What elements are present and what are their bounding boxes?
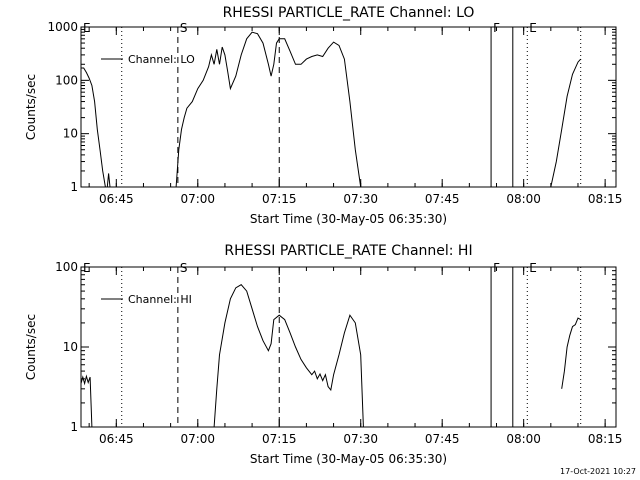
x-axis-label: Start Time (30-May-05 06:35:30) <box>250 452 447 466</box>
event-marker-label: S <box>180 261 188 275</box>
plot-frame <box>80 266 617 428</box>
y-tick-label: 100 <box>55 260 78 274</box>
timestamp: 17-Oct-2021 10:27 <box>560 467 636 476</box>
series-line <box>561 317 581 389</box>
event-marker-label: F <box>493 21 500 35</box>
y-tick-label: 10 <box>63 127 78 141</box>
x-tick-label: 06:45 <box>99 432 134 446</box>
x-tick-label: 07:15 <box>262 192 297 206</box>
chart-title: RHESSI PARTICLE_RATE Channel: HI <box>224 243 472 259</box>
y-tick-label: 1000 <box>47 20 78 34</box>
x-tick-label: 08:15 <box>588 432 623 446</box>
event-marker-label: F <box>493 261 500 275</box>
panel-hi: RHESSI PARTICLE_RATE Channel: HI Counts/s… <box>24 243 622 466</box>
legend-label: Channel: LO <box>128 53 195 66</box>
x-tick-label: 08:00 <box>506 432 541 446</box>
series-line <box>550 58 582 188</box>
series-line <box>213 284 364 428</box>
series-line <box>175 31 362 188</box>
x-tick-label: 06:45 <box>99 192 134 206</box>
x-tick-label: 07:00 <box>180 432 215 446</box>
x-tick-label: 07:30 <box>343 432 378 446</box>
series-line <box>81 67 106 188</box>
panel-lo: RHESSI PARTICLE_RATE Channel: LO Counts/s… <box>24 5 622 226</box>
x-axis-label: Start Time (30-May-05 06:35:30) <box>250 212 447 226</box>
series-line <box>80 374 93 428</box>
event-marker-label: E <box>529 21 537 35</box>
event-marker-label: E <box>529 261 537 275</box>
y-tick-label: 1 <box>70 180 78 194</box>
event-marker-label: E <box>83 261 91 275</box>
series-line <box>106 173 111 188</box>
x-tick-label: 07:45 <box>425 192 460 206</box>
x-tick-label: 07:30 <box>343 192 378 206</box>
x-tick-label: 08:00 <box>506 192 541 206</box>
chart-title: RHESSI PARTICLE_RATE Channel: LO <box>223 5 475 21</box>
x-tick-label: 07:45 <box>425 432 460 446</box>
legend-label: Channel: HI <box>128 293 192 306</box>
y-tick-label: 10 <box>63 340 78 354</box>
y-tick-label: 1 <box>70 420 78 434</box>
event-marker-label: S <box>180 21 188 35</box>
x-tick-label: 07:00 <box>180 192 215 206</box>
y-tick-label: 100 <box>55 73 78 87</box>
y-axis-label: Counts/sec <box>24 314 38 380</box>
plot-frame <box>80 26 617 188</box>
event-marker-label: E <box>83 21 91 35</box>
y-axis-label: Counts/sec <box>24 74 38 140</box>
x-tick-label: 07:15 <box>262 432 297 446</box>
x-tick-label: 08:15 <box>588 192 623 206</box>
